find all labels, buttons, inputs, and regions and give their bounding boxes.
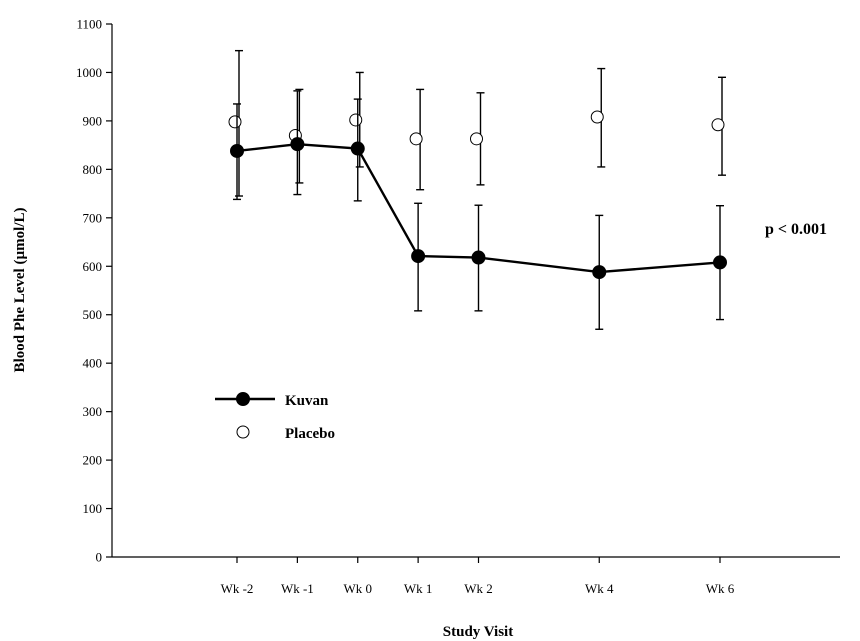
legend-placebo-marker <box>236 425 250 439</box>
data-point <box>409 132 423 146</box>
data-point <box>290 137 305 152</box>
p-value-annotation: p < 0.001 <box>765 221 827 238</box>
y-tick-label: 700 <box>83 210 103 225</box>
data-point <box>411 249 426 264</box>
y-tick-label: 400 <box>83 356 103 371</box>
data-point <box>590 110 604 124</box>
x-tick-label: Wk 2 <box>464 581 493 596</box>
x-tick-label: Wk 1 <box>404 581 433 596</box>
y-tick-label: 100 <box>83 501 103 516</box>
y-tick-label: 1100 <box>76 17 102 32</box>
data-point <box>711 118 725 132</box>
y-axis-title: Blood Phe Level (µmol/L) <box>12 208 28 373</box>
legend: Kuvan Placebo <box>215 392 335 442</box>
y-tick-label: 200 <box>83 453 103 468</box>
x-ticks: Wk -2 Wk -1 Wk 0 Wk 1 Wk 2 Wk 4 Wk 6 <box>221 557 735 596</box>
data-point <box>713 255 727 270</box>
x-tick-label: Wk 4 <box>585 581 614 596</box>
legend-placebo-label: Placebo <box>285 426 335 442</box>
y-tick-label: 900 <box>83 113 103 128</box>
data-point <box>350 141 365 156</box>
legend-kuvan-marker <box>236 392 250 406</box>
x-tick-label: Wk 6 <box>706 581 735 596</box>
y-axis: 0 100 200 300 400 500 600 700 800 900 1000 1100 <box>76 17 113 565</box>
y-tick-label: 500 <box>83 307 103 322</box>
legend-kuvan-label: Kuvan <box>285 393 329 409</box>
y-ticks: 0 100 200 300 400 500 600 700 800 900 1000 1100 <box>76 17 112 565</box>
data-point <box>592 265 607 280</box>
x-axis-title: Study Visit <box>443 624 513 640</box>
x-tick-label: Wk -2 <box>221 581 254 596</box>
legend-item-kuvan: Kuvan <box>215 392 329 409</box>
legend-item-placebo: Placebo <box>236 425 335 442</box>
y-tick-label: 1000 <box>76 65 102 80</box>
data-point <box>228 115 242 129</box>
y-tick-label: 0 <box>96 550 103 565</box>
y-tick-label: 300 <box>83 404 103 419</box>
data-point <box>349 113 363 127</box>
series-layer <box>228 49 727 330</box>
data-point <box>470 132 483 146</box>
data-point <box>471 250 486 265</box>
x-tick-label: Wk 0 <box>343 581 372 596</box>
x-tick-label: Wk -1 <box>281 581 314 596</box>
data-point <box>230 143 244 158</box>
series-kuvan <box>230 90 727 330</box>
x-axis: Wk -2 Wk -1 Wk 0 Wk 1 Wk 2 Wk 4 Wk 6 <box>112 556 840 596</box>
series-placebo <box>228 49 726 197</box>
y-tick-label: 800 <box>83 162 103 177</box>
y-tick-label: 600 <box>83 259 103 274</box>
